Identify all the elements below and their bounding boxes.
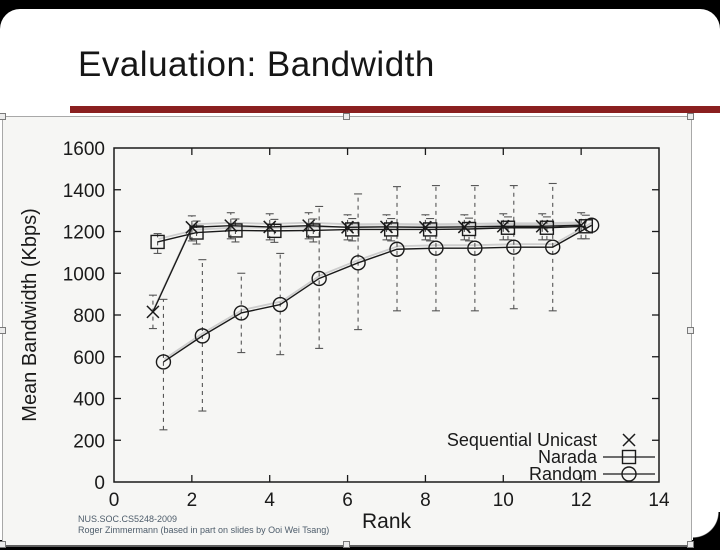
- corner-wedge-decoration: [693, 512, 720, 540]
- svg-text:200: 200: [73, 431, 105, 452]
- series-narada: [150, 219, 594, 250]
- selection-handle-top-right[interactable]: [687, 113, 694, 120]
- selection-handle-middle-right[interactable]: [687, 327, 694, 334]
- svg-text:600: 600: [73, 348, 105, 369]
- chart-image[interactable]: 0 2 4 6 8 10 12 14 0 200 400 600 800 1000 1200 1400 1600…: [2, 116, 692, 547]
- svg-text:1200: 1200: [63, 223, 105, 244]
- svg-text:4: 4: [264, 490, 275, 511]
- svg-text:Rank: Rank: [362, 510, 412, 533]
- svg-text:Narada: Narada: [538, 447, 598, 467]
- footer-attribution: Roger Zimmermann (based in part on slide…: [78, 525, 330, 535]
- svg-text:Sequential Unicast: Sequential Unicast: [447, 430, 597, 450]
- slide: Evaluation: Bandwidth 0 2 4 6 8 10 12 14 0 200 400…: [0, 9, 720, 548]
- selection-handle-top-middle[interactable]: [343, 113, 350, 120]
- svg-text:400: 400: [73, 390, 105, 411]
- svg-text:2: 2: [187, 490, 198, 511]
- selection-handle-top-left[interactable]: [0, 113, 6, 120]
- selection-handle-bottom-right[interactable]: [687, 541, 694, 548]
- series-sequential-unicast: [146, 218, 588, 319]
- footer-course-code: NUS.SOC.CS5248-2009: [78, 514, 178, 524]
- bandwidth-chart: 0 2 4 6 8 10 12 14 0 200 400 600 800 1000 1200 1400 1600…: [19, 139, 670, 533]
- svg-text:12: 12: [571, 490, 592, 511]
- svg-text:1600: 1600: [63, 139, 105, 160]
- selection-handle-bottom-left[interactable]: [0, 541, 6, 548]
- axes: 0 2 4 6 8 10 12 14 0 200 400 600 800 1000 1200 1400 1600…: [19, 139, 670, 533]
- svg-text:1000: 1000: [63, 264, 105, 285]
- ghost-lines: [153, 221, 594, 360]
- svg-text:Random: Random: [529, 464, 597, 484]
- selection-handle-middle-left[interactable]: [0, 327, 6, 334]
- svg-text:0: 0: [109, 490, 120, 511]
- svg-text:8: 8: [420, 490, 431, 511]
- svg-text:0: 0: [94, 473, 105, 494]
- selection-handle-bottom-middle[interactable]: [343, 541, 350, 548]
- svg-text:Mean Bandwidth (Kbps): Mean Bandwidth (Kbps): [19, 208, 41, 421]
- title-accent-rule: [70, 106, 720, 113]
- page-title: Evaluation: Bandwidth: [78, 45, 435, 84]
- series-random: [155, 217, 600, 370]
- error-bars: [148, 182, 590, 431]
- svg-text:6: 6: [342, 490, 353, 511]
- svg-text:10: 10: [493, 490, 514, 511]
- svg-text:14: 14: [648, 490, 670, 511]
- svg-text:800: 800: [73, 306, 105, 327]
- svg-text:1400: 1400: [63, 181, 105, 202]
